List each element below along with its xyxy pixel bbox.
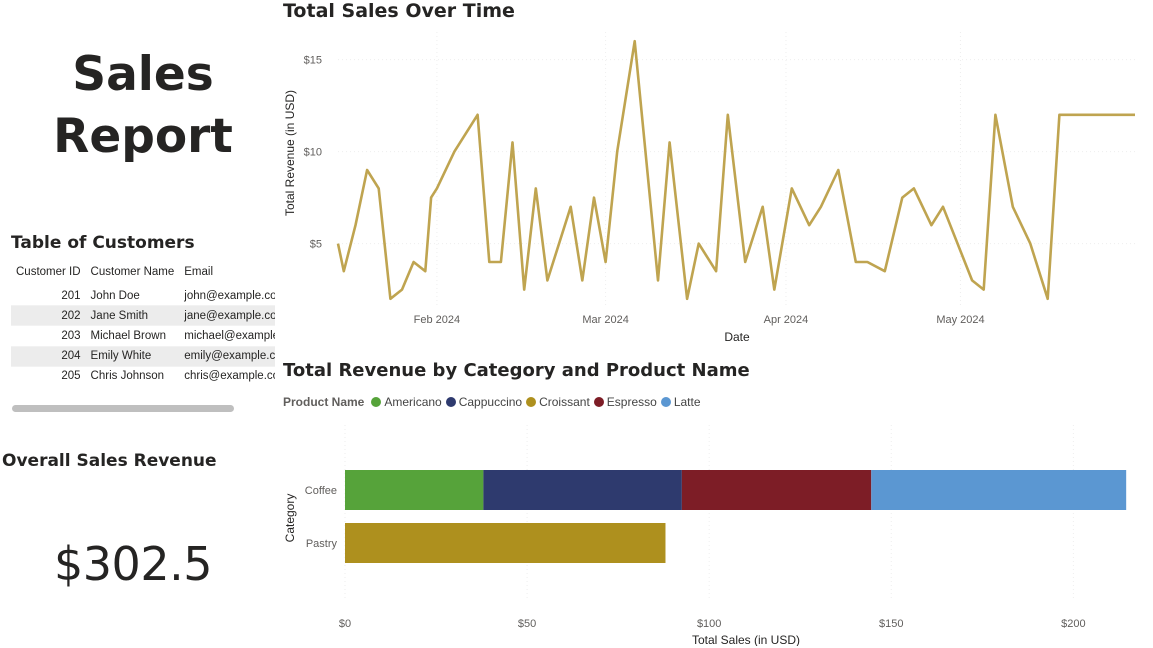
legend-dot bbox=[371, 397, 382, 407]
legend-dot bbox=[526, 397, 537, 407]
legend-label: Espresso bbox=[606, 395, 657, 409]
cell-email: john@example.com bbox=[179, 285, 275, 307]
x-tick-label: Mar 2024 bbox=[582, 314, 628, 326]
legend-item-latte[interactable]: Latte bbox=[660, 395, 701, 409]
column-header-email[interactable]: Email bbox=[184, 266, 214, 278]
legend-dot bbox=[593, 397, 604, 407]
table-header-row: Customer ID Customer Name Email bbox=[11, 259, 275, 286]
column-header-customer-name[interactable]: Customer Name bbox=[90, 266, 175, 278]
category-label: Coffee bbox=[305, 485, 337, 497]
cell-customer-name: Chris Johnson bbox=[85, 366, 180, 385]
line-series bbox=[336, 39, 1135, 301]
customers-table-title: Table of Customers bbox=[11, 233, 195, 253]
kpi-value: $302.5 bbox=[54, 537, 212, 591]
cell-customer-name: Emily White bbox=[85, 346, 180, 367]
x-tick-label: $50 bbox=[518, 618, 536, 630]
cell-customer-id: 201 bbox=[11, 285, 86, 307]
legend-title: Product Name bbox=[283, 395, 365, 409]
bar-chart-gridlines bbox=[344, 425, 1074, 600]
report-title-text: Sales Report bbox=[53, 47, 233, 164]
cell-email: chris@example.com bbox=[179, 366, 275, 385]
legend-label: Latte bbox=[673, 395, 701, 409]
cell-email: jane@example.com bbox=[179, 305, 275, 327]
legend-item-americano[interactable]: Americano bbox=[371, 395, 442, 409]
line-chart-x-axis-label: Date bbox=[724, 330, 750, 344]
cell-customer-id: 202 bbox=[11, 305, 86, 327]
bar-chart-bars bbox=[345, 470, 1127, 563]
customers-table[interactable]: Customer ID Customer Name Email 201 John… bbox=[11, 259, 275, 385]
bar-segment-cappuccino[interactable] bbox=[483, 470, 682, 510]
x-tick-label: $100 bbox=[697, 618, 721, 630]
report-title: Sales Report bbox=[0, 44, 286, 168]
legend-dot bbox=[660, 397, 671, 407]
line-chart-x-ticks: Feb 2024 Mar 2024 Apr 2024 May 2024 bbox=[414, 314, 985, 326]
line-chart-title: Total Sales Over Time bbox=[283, 0, 515, 22]
bar-chart-x-ticks: $0 $50 $100 $150 $200 bbox=[339, 618, 1086, 630]
legend-label: Croissant bbox=[539, 395, 590, 409]
bar-chart-category-labels: Coffee Pastry bbox=[305, 485, 338, 550]
x-tick-label: Apr 2024 bbox=[764, 314, 809, 326]
cell-customer-name: Jane Smith bbox=[85, 305, 180, 327]
bar-chart-legend: Product Name Americano Cappuccino Croiss… bbox=[283, 395, 705, 409]
table-row[interactable]: 203 Michael Brown michael@example.com bbox=[11, 325, 275, 347]
bar-segment-espresso[interactable] bbox=[681, 470, 872, 510]
table-row[interactable]: 205 Chris Johnson chris@example.com bbox=[11, 366, 275, 385]
cell-customer-id: 205 bbox=[11, 366, 86, 385]
cell-customer-id: 203 bbox=[11, 325, 86, 347]
bar-chart-title: Total Revenue by Category and Product Na… bbox=[283, 360, 750, 381]
x-tick-label: $150 bbox=[879, 618, 903, 630]
legend-label: Cappuccino bbox=[458, 395, 523, 409]
line-chart-gridlines bbox=[338, 32, 1135, 308]
legend-item-croissant[interactable]: Croissant bbox=[526, 395, 590, 409]
cell-email: emily@example.com bbox=[179, 346, 275, 367]
x-tick-label: Feb 2024 bbox=[414, 314, 460, 326]
legend-label: Americano bbox=[384, 395, 442, 409]
y-tick-label: $15 bbox=[304, 55, 322, 67]
y-tick-label: $5 bbox=[310, 239, 322, 251]
x-tick-label: $0 bbox=[339, 618, 351, 630]
line-chart[interactable]: $5 $10 $15 Feb 2024 Mar 2024 Apr 2024 May 202… bbox=[280, 24, 1150, 350]
legend-item-espresso[interactable]: Espresso bbox=[593, 395, 657, 409]
table-row[interactable]: 202 Jane Smith jane@example.com bbox=[11, 305, 275, 327]
cell-email: michael@example.com bbox=[179, 325, 275, 347]
x-tick-label: $200 bbox=[1061, 618, 1085, 630]
category-label: Pastry bbox=[306, 538, 338, 550]
line-chart-y-axis-label: Total Revenue (in USD) bbox=[283, 90, 297, 216]
table-row[interactable]: 204 Emily White emily@example.com bbox=[11, 346, 275, 367]
line-chart-y-ticks: $5 $10 $15 bbox=[304, 55, 322, 251]
cell-customer-id: 204 bbox=[11, 346, 86, 367]
bar-segment-croissant[interactable] bbox=[345, 523, 666, 563]
table-horizontal-scrollbar[interactable] bbox=[12, 405, 234, 412]
kpi-label: Overall Sales Revenue bbox=[2, 451, 217, 471]
legend-item-cappuccino[interactable]: Cappuccino bbox=[445, 395, 523, 409]
bar-chart-y-axis-label: Category bbox=[283, 494, 297, 543]
bar-segment-americano[interactable] bbox=[345, 470, 484, 510]
bar-chart-x-axis-label: Total Sales (in USD) bbox=[692, 633, 800, 646]
bar-segment-latte[interactable] bbox=[871, 470, 1127, 510]
cell-customer-name: Michael Brown bbox=[85, 325, 180, 347]
legend-dot bbox=[445, 397, 456, 407]
x-tick-label: May 2024 bbox=[936, 314, 984, 326]
table-row[interactable]: 201 John Doe john@example.com bbox=[11, 285, 275, 307]
y-tick-label: $10 bbox=[304, 147, 322, 159]
column-header-customer-id[interactable]: Customer ID bbox=[16, 266, 81, 278]
cell-customer-name: John Doe bbox=[85, 285, 180, 307]
